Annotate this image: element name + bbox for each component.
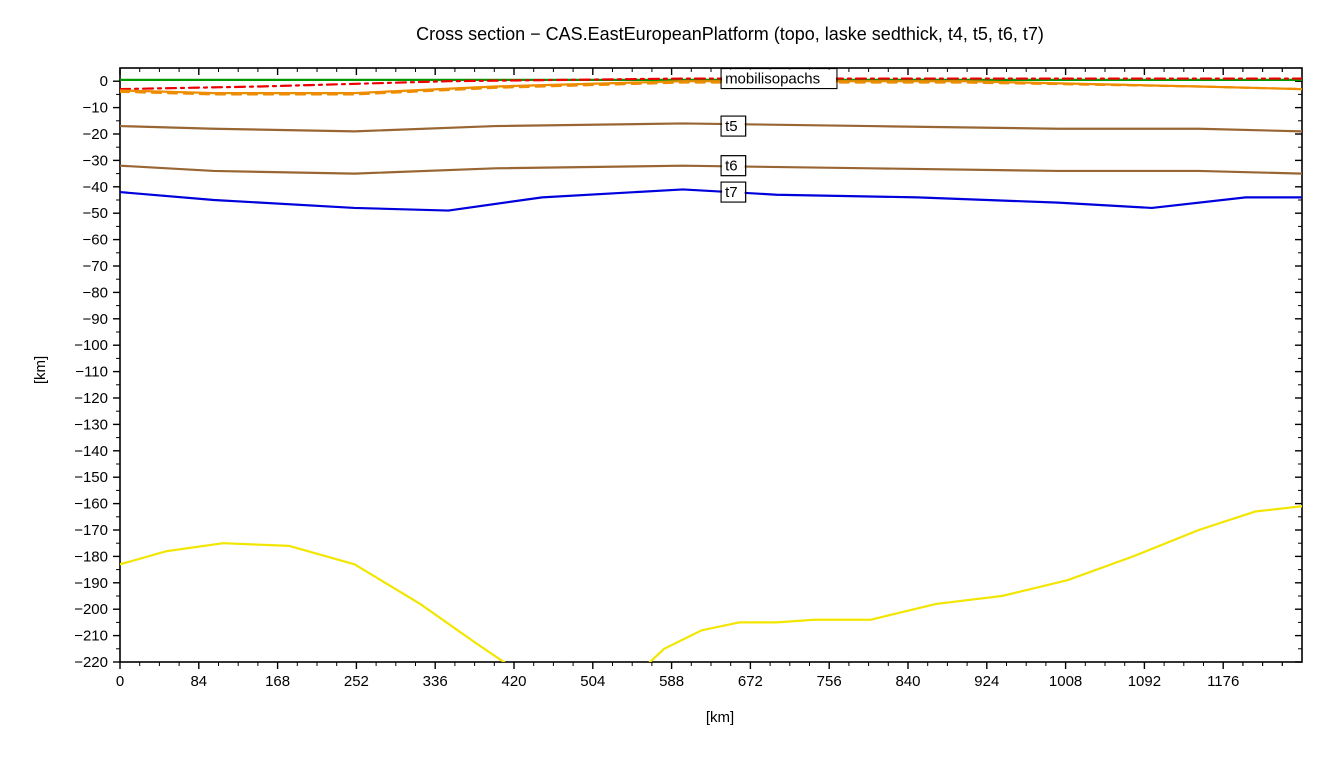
y-tick-label: −190 [74,575,108,592]
x-tick-label: 756 [817,673,842,690]
x-tick-label: 336 [423,673,448,690]
cross-section-chart: Cross section − CAS.EastEuropeanPlatform… [0,0,1340,757]
x-tick-label: 672 [738,673,763,690]
series-yellow_lab [120,506,1302,696]
y-tick-label: −130 [74,416,108,433]
line-label-mobil: mobilisopachs [721,69,837,89]
y-tick-label: −30 [83,152,108,169]
x-tick-label: 924 [974,673,999,690]
y-tick-label: −40 [83,179,108,196]
y-tick-label: −20 [83,126,108,143]
y-tick-label: −180 [74,548,108,565]
y-tick-label: −70 [83,258,108,275]
y-tick-label: −170 [74,522,108,539]
x-axis-label: [km] [706,709,734,726]
y-tick-label: −220 [74,654,108,671]
series-t5 [120,123,1302,131]
y-tick-label: −200 [74,601,108,618]
y-tick-label: −90 [83,311,108,328]
line-label-t5: t5 [721,116,746,136]
x-tick-label: 1008 [1049,673,1082,690]
x-tick-label: 252 [344,673,369,690]
series-t6 [120,166,1302,174]
x-tick-label: 0 [116,673,124,690]
y-tick-label: −10 [83,100,108,117]
y-tick-label: −160 [74,496,108,513]
line-label-t6: t6 [721,156,746,176]
line-label-t7: t7 [721,182,746,202]
y-tick-label: −120 [74,390,108,407]
x-tick-label: 588 [659,673,684,690]
x-tick-label: 840 [895,673,920,690]
y-tick-label: −150 [74,469,108,486]
x-tick-label: 84 [190,673,207,690]
series-t7 [120,189,1302,210]
chart-title: Cross section − CAS.EastEuropeanPlatform… [416,24,1044,44]
x-tick-label: 1176 [1207,673,1239,690]
y-tick-label: −100 [74,337,108,354]
y-axis-label: [km] [32,356,49,384]
x-tick-label: 168 [265,673,290,690]
x-tick-label: 420 [501,673,526,690]
y-tick-label: −110 [75,364,108,381]
y-tick-label: 0 [100,73,108,90]
x-tick-label: 1092 [1128,673,1161,690]
y-tick-label: −60 [83,232,108,249]
y-tick-label: −140 [74,443,108,460]
y-tick-label: −80 [83,284,108,301]
x-tick-label: 504 [580,673,605,690]
y-tick-label: −210 [74,628,108,645]
y-tick-label: −50 [83,205,108,222]
